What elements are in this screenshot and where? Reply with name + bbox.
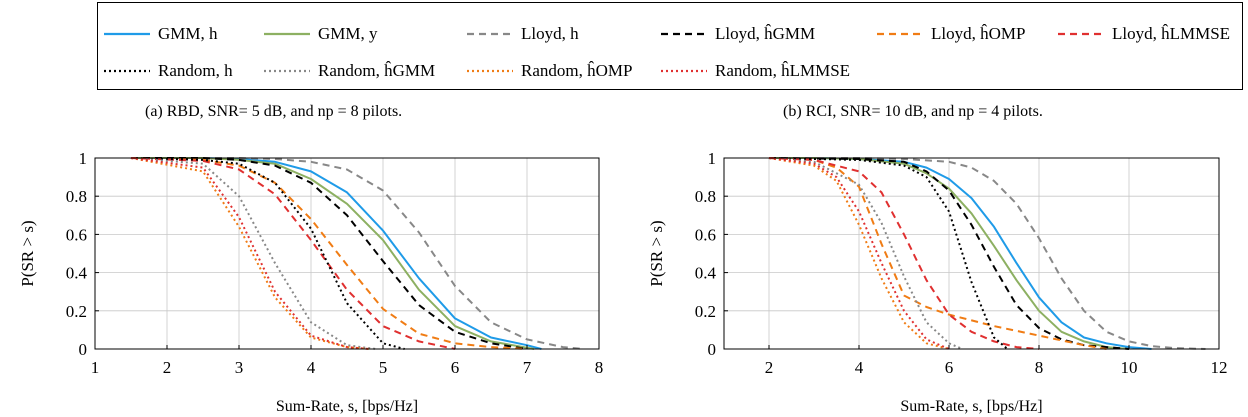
legend-label-lloyd-hlmmse: Lloyd, ĥLMMSE [1112,24,1230,43]
y-axis-label: P(SR > s) [18,220,37,286]
series-lloyd-gmm [131,157,528,350]
series-random-omp [768,157,950,350]
legend: GMM, h GMM, y Lloyd, h Lloyd, ĥGMM Lloyd, ĥO… [97,2,1243,90]
y-tick-label: 0.4 [66,264,88,283]
legend-label-lloyd-homp: Lloyd, ĥOMP [931,24,1025,43]
x-axis-label: Sum-Rate, s, [bps/Hz] [900,398,1042,415]
legend-label-lloyd-h: Lloyd, h [521,24,579,43]
series-random-h [768,157,1009,350]
y-tick-label: 0.4 [695,264,717,283]
x-tick-label: 12 [1211,358,1228,377]
legend-label-gmm-y: GMM, y [318,24,378,43]
series-random-gmm [768,157,963,350]
legend-label-random-hgmm: Random, ĥGMM [318,61,435,80]
series-random-lmmse [768,157,950,350]
y-axis-label: P(SR > s) [647,220,666,286]
x-tick-label: 3 [235,358,244,377]
y-tick-label: 0.2 [66,302,87,321]
x-tick-label: 1 [91,358,100,377]
series-random-lmmse [130,157,369,350]
y-tick-label: 0 [79,340,88,359]
caption-b: (b) RCI, SNR= 10 dB, and np = 4 pilots. [783,103,1043,120]
series-lloyd-lmmse [130,157,456,350]
x-tick-label: 2 [163,358,172,377]
legend-swatches: GMM, h GMM, y Lloyd, h Lloyd, ĥGMM Lloyd, ĥO… [104,24,1230,80]
y-tick-label: 1 [79,149,88,168]
y-tick-label: 0 [708,340,717,359]
plot-frame [94,157,600,350]
y-tick-label: 1 [708,149,717,168]
y-tick-label: 0.2 [695,302,716,321]
x-tick-label: 6 [945,358,954,377]
legend-label-random-h: Random, h [158,61,233,80]
x-tick-label: 10 [1121,358,1138,377]
y-tick-label: 0.6 [66,225,87,244]
series-lloyd-omp [768,157,1107,350]
plot-frame [723,157,1220,350]
legend-label-random-homp: Random, ĥOMP [521,61,632,80]
x-tick-label: 8 [1035,358,1044,377]
x-tick-label: 4 [855,358,864,377]
x-tick-label: 2 [765,358,774,377]
x-tick-label: 4 [307,358,316,377]
x-tick-label: 8 [595,358,604,377]
series-random-gmm [130,157,376,350]
series-lloyd-gmm [768,157,1130,350]
legend-label-lloyd-hgmm: Lloyd, ĥGMM [715,24,815,43]
series-lloyd-lmmse [768,157,1040,350]
series-lloyd-omp [130,157,528,350]
x-tick-label: 5 [379,358,388,377]
y-tick-label: 0.8 [695,187,716,206]
x-tick-label: 6 [451,358,460,377]
y-tick-label: 0.6 [695,225,716,244]
series-lloyd-h [769,157,1206,350]
x-tick-label: 7 [523,358,532,377]
legend-label-random-hlmmse: Random, ĥLMMSE [715,61,850,80]
legend-label-gmm-h: GMM, h [158,24,218,43]
x-axis-label: Sum-Rate, s, [bps/Hz] [276,398,418,415]
y-tick-label: 0.8 [66,187,87,206]
caption-a: (a) RBD, SNR= 5 dB, and np = 8 pilots. [145,103,403,120]
